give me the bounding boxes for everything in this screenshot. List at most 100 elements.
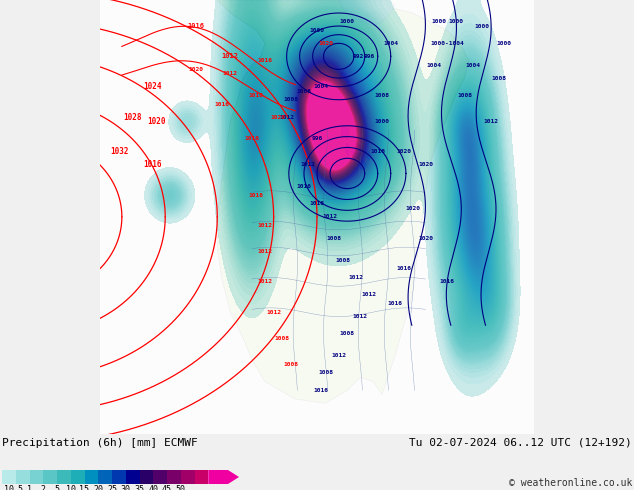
Text: 1016: 1016 [396, 267, 411, 271]
Text: 1016: 1016 [309, 201, 325, 206]
Text: 1012: 1012 [257, 223, 273, 228]
Text: 1012: 1012 [223, 71, 238, 76]
Polygon shape [339, 56, 382, 96]
Text: 1016: 1016 [249, 193, 264, 197]
Text: 1000: 1000 [474, 24, 489, 28]
Text: 1004: 1004 [383, 41, 398, 46]
Text: Tu 02-07-2024 06..12 UTC (12+192): Tu 02-07-2024 06..12 UTC (12+192) [410, 438, 632, 448]
Text: 1008: 1008 [327, 236, 342, 241]
Text: 1000: 1000 [448, 19, 463, 24]
Text: 1004: 1004 [465, 63, 481, 68]
Polygon shape [358, 160, 367, 169]
Text: 1020: 1020 [147, 117, 166, 126]
Text: 1016: 1016 [245, 136, 259, 141]
Bar [195, 470, 208, 484]
Polygon shape [345, 143, 349, 156]
Text: 1008: 1008 [457, 93, 472, 98]
Text: 0.1: 0.1 [0, 485, 10, 490]
Text: 0.5: 0.5 [8, 485, 23, 490]
Text: 1000-1004: 1000-1004 [430, 41, 464, 46]
Text: 1020: 1020 [418, 236, 433, 241]
Text: 10: 10 [66, 485, 75, 490]
Text: 1012: 1012 [353, 314, 368, 319]
Polygon shape [217, 0, 469, 403]
Text: 1016: 1016 [214, 101, 229, 107]
Text: 1016: 1016 [314, 388, 329, 393]
Text: Precipitation (6h) [mm] ECMWF: Precipitation (6h) [mm] ECMWF [2, 438, 198, 448]
Bar [112, 470, 126, 484]
Text: 1008: 1008 [318, 370, 333, 375]
Text: 996: 996 [363, 54, 375, 59]
Text: 1016: 1016 [370, 149, 385, 154]
Text: 1004: 1004 [427, 63, 442, 68]
Bar [167, 470, 181, 484]
Text: 1008: 1008 [491, 75, 507, 80]
Bar [153, 470, 167, 484]
Text: 1016: 1016 [143, 160, 162, 169]
Bar [30, 470, 43, 484]
Bar [57, 470, 71, 484]
Text: 1004: 1004 [314, 84, 329, 89]
Text: 30: 30 [120, 485, 131, 490]
Bar [126, 470, 139, 484]
Text: 1012: 1012 [349, 275, 363, 280]
Text: © weatheronline.co.uk: © weatheronline.co.uk [508, 478, 632, 488]
Text: 1016: 1016 [439, 279, 455, 284]
Text: 1000: 1000 [431, 19, 446, 24]
Text: 45: 45 [162, 485, 172, 490]
Polygon shape [352, 143, 363, 160]
Polygon shape [341, 126, 349, 139]
Text: 2: 2 [41, 485, 46, 490]
Text: 1000: 1000 [496, 41, 511, 46]
Text: 35: 35 [134, 485, 145, 490]
Text: 20: 20 [93, 485, 103, 490]
Text: 1012: 1012 [257, 249, 273, 254]
Text: 1020: 1020 [271, 115, 285, 120]
Text: 1020: 1020 [418, 162, 433, 167]
Text: 40: 40 [148, 485, 158, 490]
Text: 1012: 1012 [222, 53, 239, 59]
Text: 15: 15 [79, 485, 89, 490]
Text: 1012: 1012 [301, 162, 316, 167]
Text: 1008: 1008 [283, 97, 299, 102]
Text: 1016: 1016 [387, 301, 403, 306]
FancyArrow shape [208, 470, 239, 484]
Text: 1008: 1008 [283, 362, 299, 367]
Text: 1012: 1012 [483, 119, 498, 124]
Bar [98, 470, 112, 484]
Text: 1016: 1016 [297, 184, 311, 189]
Text: 1012: 1012 [331, 353, 346, 358]
Bar [71, 470, 84, 484]
Text: 1016: 1016 [257, 58, 273, 63]
Text: 1020: 1020 [188, 67, 203, 72]
Text: 992: 992 [353, 54, 364, 59]
Text: 1012: 1012 [323, 214, 337, 220]
Text: 1028: 1028 [124, 113, 142, 122]
Bar [16, 470, 30, 484]
Bar [181, 470, 195, 484]
Text: 5: 5 [55, 485, 60, 490]
Text: 1: 1 [27, 485, 32, 490]
Text: 1008: 1008 [297, 89, 311, 94]
Text: 1012: 1012 [361, 293, 377, 297]
Text: 1012: 1012 [279, 115, 294, 120]
Polygon shape [367, 152, 371, 160]
Bar [2, 470, 16, 484]
Bar [43, 470, 57, 484]
Bar [139, 470, 153, 484]
Text: 1020: 1020 [405, 206, 420, 211]
Text: 1032: 1032 [110, 147, 129, 156]
Polygon shape [339, 0, 395, 26]
Text: 1008: 1008 [375, 93, 389, 98]
Bar [84, 470, 98, 484]
Text: 1016: 1016 [187, 23, 204, 29]
Text: 1000: 1000 [309, 28, 325, 33]
Text: 1008: 1008 [275, 336, 290, 341]
Text: 1008: 1008 [340, 331, 355, 337]
Text: 1016: 1016 [249, 93, 264, 98]
Text: 996: 996 [311, 136, 323, 141]
Text: 1020: 1020 [396, 149, 411, 154]
Text: 1000: 1000 [340, 19, 355, 24]
Text: 1008: 1008 [335, 258, 351, 263]
Text: 1000: 1000 [375, 119, 389, 124]
